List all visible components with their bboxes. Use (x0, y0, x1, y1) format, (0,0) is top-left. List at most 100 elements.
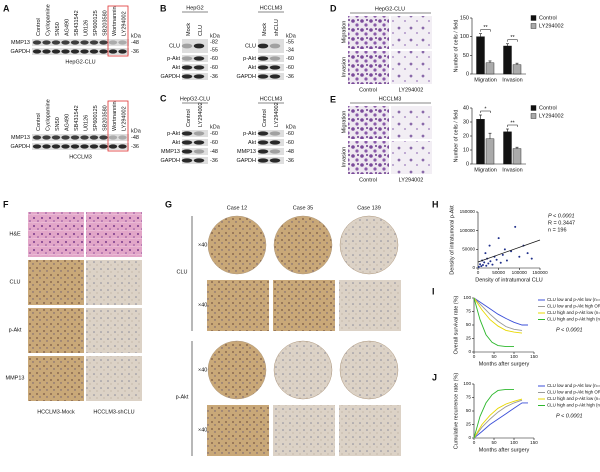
blot-band (193, 43, 205, 49)
kda-marker: -60 (210, 131, 218, 137)
tissue-core (207, 340, 267, 400)
x-tick-label: 50000 (492, 270, 505, 275)
lane-label: Cyclopamine (45, 99, 51, 131)
micrograph (207, 405, 269, 456)
blot-band (80, 135, 89, 140)
blot-band (51, 135, 61, 140)
blot-band (51, 144, 61, 149)
kda-marker: -60 (286, 56, 294, 62)
blot-band (193, 65, 205, 70)
lane-label: AG490 (64, 114, 70, 131)
row-label: p-Akt (243, 131, 256, 137)
significance-label: * (484, 106, 487, 112)
x-tick-label: 150 (530, 354, 538, 359)
micrograph (86, 212, 142, 257)
scatter-point (488, 244, 491, 247)
y-tick-label: 50 (466, 322, 472, 327)
x-tick-label: Invasion (502, 167, 523, 173)
annotation: n = 196 (548, 227, 567, 233)
micrograph (348, 141, 389, 174)
bar (512, 64, 522, 75)
lane-label: SB203580 (102, 10, 108, 36)
col-label: Case 35 (293, 205, 314, 211)
highlight-box (107, 5, 129, 57)
y-axis-label: Overall survival rate (%) (453, 295, 459, 354)
row-label: p-Akt (167, 56, 180, 62)
scatter-point (499, 261, 502, 264)
lane-label: SP600125 (93, 10, 99, 36)
blot-band (99, 144, 108, 149)
legend-label: LY294002 (539, 113, 564, 119)
lane-label: Mock (186, 23, 192, 36)
lane-label: SB431542 (74, 10, 80, 36)
row-label: Akt (248, 65, 256, 71)
row-label: GAPDH (10, 144, 30, 150)
blot-strip (258, 148, 284, 155)
panel-letter: E (330, 94, 336, 104)
legend-label: CLU high and p-Akt high (n=59) (547, 403, 600, 408)
lane-label: U0126 (83, 20, 89, 36)
blot-band (80, 49, 89, 54)
kda-marker: -82 (210, 39, 218, 45)
blot-band (61, 144, 70, 149)
micrograph (348, 16, 389, 49)
significance-bracket (507, 124, 518, 127)
micrograph (348, 106, 389, 139)
micrograph (391, 141, 432, 174)
row-label: CLU (245, 43, 256, 49)
blot-band (70, 144, 80, 149)
x-tick-label: 50 (491, 354, 497, 359)
survival-curve (473, 388, 514, 439)
survival-curve (473, 297, 514, 348)
y-tick-label: 150 (460, 15, 469, 21)
micrograph (273, 280, 335, 331)
col-label: LY294002 (399, 177, 424, 183)
lane-label: LY294002 (274, 102, 280, 127)
magnification: ×40 (198, 367, 207, 373)
kda-marker: -60 (210, 65, 218, 71)
scatter-point (491, 263, 494, 266)
col-label: Control (359, 87, 377, 93)
blot-band (257, 140, 269, 145)
lane-label: CLU (198, 25, 204, 36)
scatter-point (497, 237, 500, 240)
panel-letter: G (165, 199, 172, 209)
blot-band (61, 135, 70, 140)
y-tick-label: 0 (468, 435, 471, 440)
scatter-point (501, 253, 504, 256)
micrograph (391, 106, 432, 139)
y-tick-label: 0 (466, 71, 469, 77)
blot-band (32, 135, 42, 140)
bar (512, 148, 522, 165)
lane-label: Control (36, 113, 42, 131)
col-label: LY294002 (399, 87, 424, 93)
blot-strip (182, 148, 208, 155)
blot-caption: HCCLM3 (69, 154, 92, 160)
legend-label: CLU low and p-Akt low (n=48) (547, 383, 600, 388)
lane-label: LY294002 (198, 102, 204, 127)
survival-curve (473, 402, 528, 439)
y-tick-label: 100 (463, 295, 471, 300)
blot-band (257, 74, 269, 79)
legend-label: Control (539, 105, 557, 111)
cell-label: HCCLM3 (260, 96, 283, 102)
row-label: p-Akt (243, 56, 256, 62)
x-axis-label: Density of intratumoral CLU (475, 277, 543, 283)
kda-marker: -36 (131, 144, 139, 150)
blot-band (118, 144, 127, 149)
row-label: GAPDH (236, 158, 256, 164)
x-tick-label: Migration (474, 77, 497, 83)
marker-label: p-Akt (176, 394, 189, 400)
blot-strip (258, 130, 284, 137)
kda-marker: -34 (286, 47, 294, 53)
scatter-point (483, 261, 486, 264)
tissue-core (273, 215, 333, 275)
bar (485, 62, 495, 75)
y-tick-label: 50 (463, 53, 469, 59)
blot-band (108, 144, 118, 149)
blot-band (269, 140, 281, 145)
row-label: Invasion (341, 57, 347, 78)
legend-label: CLU low and p-Akt low (n=48) (547, 297, 600, 302)
blot-band (89, 135, 99, 140)
